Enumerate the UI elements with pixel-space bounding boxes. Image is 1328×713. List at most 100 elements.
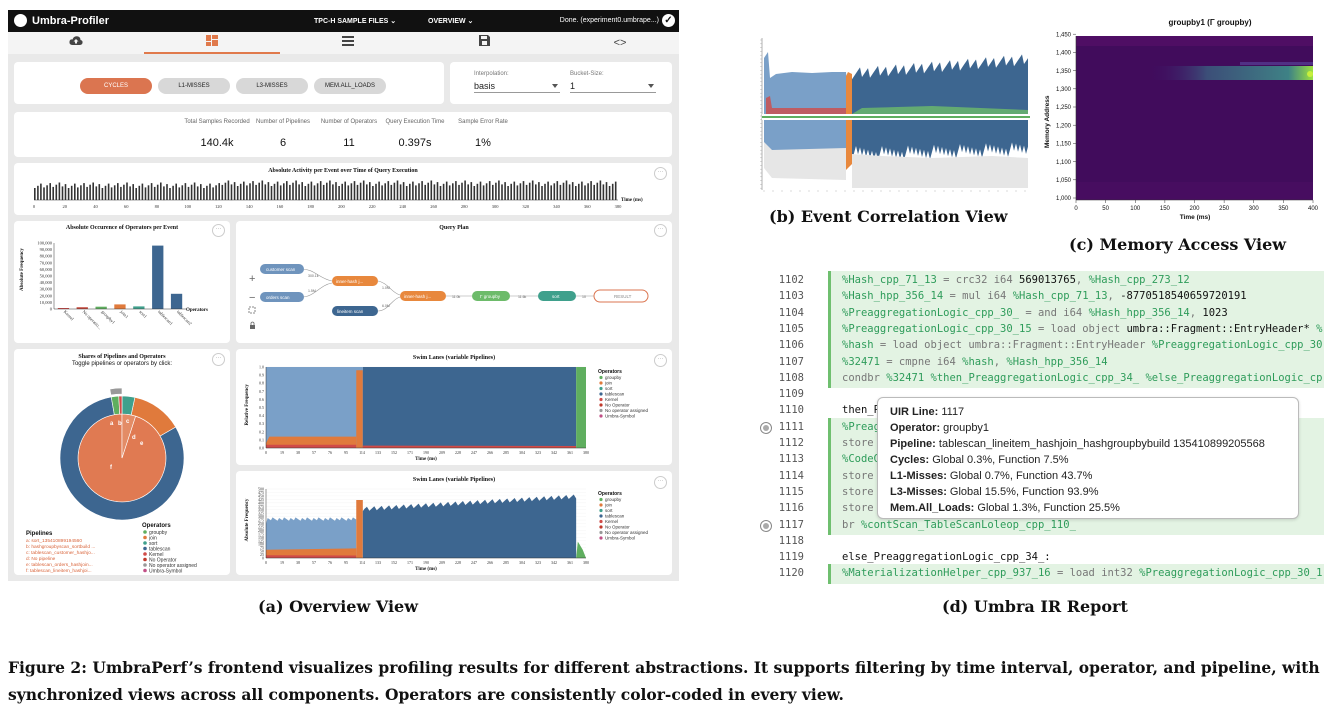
activity-bar: [442, 183, 445, 200]
activity-bar: [292, 182, 294, 200]
activity-bar: [40, 183, 42, 200]
ir-line[interactable]: 1117 br %contScan_TableScanLoleop_cpp_110…: [752, 515, 1324, 535]
more-options-icon[interactable]: ···: [654, 224, 667, 237]
activity-bar: [298, 184, 300, 201]
zoom-out-icon: −: [249, 292, 255, 304]
operator-legend-item: groupby: [149, 530, 168, 536]
activity-bar: [614, 181, 617, 200]
swim-x-tick: 285: [503, 450, 509, 455]
tab-save[interactable]: [416, 32, 552, 54]
more-options-icon[interactable]: ···: [654, 167, 667, 180]
occurrence-bar: [76, 307, 88, 309]
ir-line[interactable]: 1118: [752, 532, 1324, 552]
activity-bar: [64, 184, 67, 200]
activity-bar: [433, 184, 436, 201]
activity-bar: [258, 182, 260, 200]
query-plan-title: Query Plan: [439, 225, 469, 231]
swim-x-tick: 304: [519, 560, 525, 565]
swim-y-tick: 125: [258, 538, 264, 543]
tooltip-value: Global 1.3%, Function 25.5%: [974, 502, 1120, 514]
tab-list[interactable]: [280, 32, 416, 54]
stat-pipelines: Number of Pipelines 6: [255, 119, 311, 149]
chevron-down-icon: [648, 84, 654, 88]
node-lineitem-label: lineitem scan: [337, 309, 364, 314]
tab-code[interactable]: <>: [552, 32, 679, 54]
more-options-icon[interactable]: ···: [212, 224, 225, 237]
shares-card: Shares of Pipelines and Operators Toggle…: [14, 349, 230, 575]
activity-bar: [326, 182, 328, 200]
swim-y-tick: 0.5: [259, 405, 264, 410]
ir-line[interactable]: 1107 %32471 = cmpne i64 %hash, %Hash_hpp_…: [752, 352, 1324, 372]
memory-x-tick: 250: [1219, 206, 1230, 212]
ir-token: %Hash_cpp_71_13: [1012, 290, 1108, 303]
tab-upload[interactable]: [8, 32, 144, 54]
event-pill-cycles[interactable]: CYCLES: [80, 78, 152, 94]
occurrence-y-tick: 80,000: [40, 254, 53, 260]
tpch-files-menu[interactable]: TPC-H SAMPLE FILES ⌄: [314, 18, 397, 25]
more-options-icon[interactable]: ···: [654, 476, 667, 489]
ir-line[interactable]: 1103 %Hash_hpp_356_14 = mul i64 %Hash_cpp…: [752, 287, 1324, 307]
ir-line[interactable]: 1104 %PreaggregationLogic_cpp_30_ = and i…: [752, 303, 1324, 324]
activity-bar: [498, 180, 500, 200]
swim-legend-dot: [599, 381, 603, 385]
swim-y-tick: 0: [262, 556, 264, 561]
activity-bar: [117, 183, 119, 200]
swim-axes: 0 19 38 57 76 95 114 133 152 171 190 209 228 247 266 28…: [245, 367, 589, 462]
edge-label: 11.0k: [452, 295, 461, 299]
activity-bar: [467, 184, 469, 201]
swim-ylabel: Absolute Frequency: [245, 498, 250, 541]
activity-bar: [495, 182, 497, 200]
activity-tick-label: 100: [184, 204, 192, 209]
app-brand[interactable]: Umbra-Profiler: [14, 14, 109, 27]
tab-dashboard[interactable]: [144, 32, 280, 54]
ir-highlight-bar: [828, 336, 831, 356]
activity-bar: [353, 181, 356, 200]
activity-bar: [341, 183, 343, 200]
more-options-icon[interactable]: ···: [212, 353, 225, 366]
swim-legend-dot: [599, 408, 603, 413]
slice-letter: b: [118, 421, 122, 427]
ir-line[interactable]: 1110 then_P: [752, 401, 1324, 421]
ir-line-number: 1109: [778, 388, 804, 401]
activity-bar: [156, 184, 159, 200]
swim-x-tick: 171: [407, 560, 413, 565]
memory-title: groupby1 (Γ groupby): [1168, 18, 1251, 27]
activity-bar: [593, 184, 595, 200]
activity-bar: [556, 181, 559, 200]
activity-bar: [550, 185, 552, 200]
activity-bar: [559, 184, 562, 200]
overview-menu[interactable]: OVERVIEW ⌄: [428, 18, 474, 25]
activity-bar: [369, 182, 371, 200]
event-pill-mem-all-loads[interactable]: MEM.ALL_LOADS: [314, 78, 386, 94]
ir-token: %32471 %then_PreaggregationLogic_cpp_34_…: [886, 371, 1323, 384]
breakpoint-icon[interactable]: [760, 421, 772, 434]
ir-token: ,: [1107, 290, 1121, 303]
activity-bar: [135, 188, 137, 200]
more-options-icon[interactable]: ···: [654, 354, 667, 367]
ir-line[interactable]: 1105 %PreaggregationLogic_cpp_30_15 = loa…: [752, 319, 1324, 340]
ir-line[interactable]: 1106 %hash = load object umbra::Fragment:…: [752, 336, 1324, 356]
event-pill-l3-misses[interactable]: L3-MISSES: [236, 78, 308, 94]
event-pill-l1-misses[interactable]: L1-MISSES: [158, 78, 230, 94]
activity-bar: [193, 182, 196, 200]
activity-bar: [221, 184, 224, 200]
swim-legend-dot: [599, 514, 603, 518]
list-icon: [342, 36, 354, 46]
activity-bar: [458, 184, 460, 200]
activity-bar: [166, 184, 168, 200]
ir-line[interactable]: 1119 else_PreaggregationLogic_cpp_34_:: [752, 548, 1324, 568]
interpolation-select[interactable]: basis: [474, 81, 560, 93]
pipeline-legend-item: e: tablescan_orders_hashjoin...: [26, 562, 93, 568]
ir-line[interactable]: 1120 %MaterializationHelper_cpp_937_16 = …: [752, 564, 1324, 584]
breakpoint-icon[interactable]: [760, 519, 772, 532]
bucket-size-select[interactable]: 1: [570, 81, 656, 93]
ir-line[interactable]: 1109: [752, 385, 1324, 405]
activity-bar: [92, 182, 94, 200]
ir-line[interactable]: 1108 condbr %32471 %then_PreaggregationLo…: [752, 368, 1324, 389]
swim-legend-item: tablescan: [605, 392, 625, 397]
ecv-groupby-top: [852, 106, 1028, 114]
swim-y-tick: 0.1: [259, 437, 264, 442]
operator-legend-dot: [143, 546, 147, 551]
swim-area-groupby: [576, 367, 586, 448]
ir-line[interactable]: 1102 %Hash_cpp_71_13 = crc32 i64 56901376…: [752, 271, 1324, 291]
